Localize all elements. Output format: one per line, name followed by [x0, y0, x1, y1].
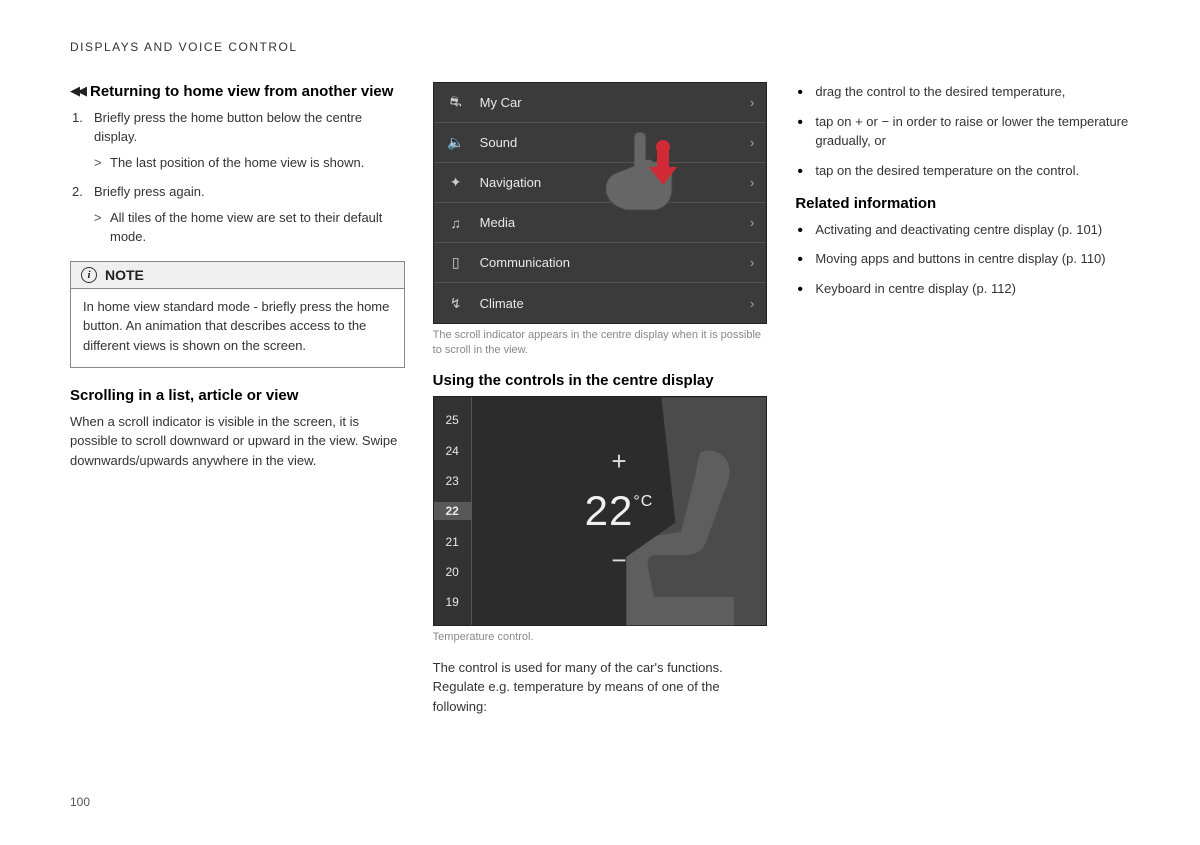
temp-tick: 24 [434, 442, 471, 460]
temp-tick: 20 [434, 563, 471, 581]
list-item: tap on + or − in order to raise or lower… [815, 112, 1130, 151]
screenshot-temperature: 25242322212019 + 22°C − [433, 396, 768, 626]
menu-row-label: Media [480, 215, 515, 230]
menu-row-icon: ⛐ [446, 93, 466, 112]
steps-list: 1. Briefly press the home button below t… [70, 108, 405, 247]
step-number: 2. [72, 182, 83, 202]
menu-row-icon: ♫ [446, 215, 466, 231]
menu-row-label: Navigation [480, 175, 541, 190]
note-header: i NOTE [71, 262, 404, 289]
options-list: drag the control to the desired temperat… [795, 82, 1130, 180]
chevron-right-icon: › [750, 135, 754, 150]
related-list: Activating and deactivating centre displ… [795, 220, 1130, 299]
list-item: tap on the desired temperature on the co… [815, 161, 1130, 181]
menu-row-icon: 🔈 [446, 134, 466, 151]
step-result: All tiles of the home view are set to th… [94, 208, 405, 247]
step-text: Briefly press again. [94, 184, 205, 199]
menu-row: ⛐ My Car › [434, 83, 767, 123]
note-box: i NOTE In home view standard mode - brie… [70, 261, 405, 369]
menu-row-icon: ▯ [446, 254, 466, 271]
menu-row-icon: ✦ [446, 174, 466, 191]
menu-row: ▯ Communication › [434, 243, 767, 283]
paragraph-control: The control is used for many of the car'… [433, 658, 768, 717]
column-2: ⛐ My Car › 🔈 Sound › ✦ Navigation › ♫ Media › ▯ Commu… [433, 82, 768, 728]
red-arrow-icon [646, 139, 680, 187]
step-1: 1. Briefly press the home button below t… [94, 108, 405, 173]
page-number: 100 [70, 795, 90, 809]
chevron-right-icon: › [750, 296, 754, 311]
heading-related: Related information [795, 194, 1130, 214]
temp-unit: °C [633, 493, 653, 510]
menu-row: ✦ Navigation › [434, 163, 767, 203]
note-label: NOTE [105, 267, 144, 283]
paragraph-scrolling: When a scroll indicator is visible in th… [70, 412, 405, 471]
menu-row-label: Sound [480, 135, 518, 150]
note-body: In home view standard mode - briefly pre… [71, 289, 404, 368]
menu-row-label: My Car [480, 95, 522, 110]
menu-row: ↯ Climate › [434, 283, 767, 323]
caption-temp: Temperature control. [433, 630, 768, 645]
menu-row: ♫ Media › [434, 203, 767, 243]
chevron-right-icon: › [750, 95, 754, 110]
list-item: Keyboard in centre display (p. 112) [815, 279, 1130, 299]
menu-row: 🔈 Sound › [434, 123, 767, 163]
chevron-right-icon: › [750, 255, 754, 270]
step-result: The last position of the home view is sh… [94, 153, 405, 173]
temp-main: + 22°C − [472, 397, 767, 625]
page-columns: ◀◀ Returning to home view from another v… [70, 82, 1130, 728]
heading-returning-home: Returning to home view from another view [90, 82, 393, 102]
chevron-right-icon: › [750, 175, 754, 190]
temp-tick: 19 [434, 593, 471, 611]
column-3: drag the control to the desired temperat… [795, 82, 1130, 728]
caption-scroll: The scroll indicator appears in the cent… [433, 328, 768, 359]
temp-value: 22 [585, 487, 634, 534]
section-header: DISPLAYS AND VOICE CONTROL [70, 40, 1130, 54]
step-2: 2. Briefly press again. All tiles of the… [94, 182, 405, 247]
chevron-right-icon: › [750, 215, 754, 230]
screenshot-menu: ⛐ My Car › 🔈 Sound › ✦ Navigation › ♫ Media › ▯ Commu… [433, 82, 768, 324]
list-item: drag the control to the desired temperat… [815, 82, 1130, 102]
menu-row-label: Communication [480, 255, 570, 270]
info-icon: i [81, 267, 97, 283]
temp-tick: 22 [434, 502, 471, 520]
plus-icon: + [611, 446, 626, 477]
menu-row-icon: ↯ [446, 295, 466, 312]
menu-row-label: Climate [480, 296, 524, 311]
list-item: Moving apps and buttons in centre displa… [815, 249, 1130, 269]
temp-tick: 23 [434, 472, 471, 490]
temp-scale: 25 24 23 22 21 20 19 [434, 397, 472, 625]
list-item: Activating and deactivating centre displ… [815, 220, 1130, 240]
column-1: ◀◀ Returning to home view from another v… [70, 82, 405, 728]
temp-tick: 21 [434, 533, 471, 551]
step-number: 1. [72, 108, 83, 128]
heading-controls: Using the controls in the centre display [433, 371, 768, 391]
continuation-marker-icon: ◀◀ [70, 83, 84, 99]
minus-icon: − [611, 545, 626, 576]
temp-reading: 22°C [585, 487, 654, 535]
temp-tick: 25 [434, 411, 471, 429]
heading-scrolling: Scrolling in a list, article or view [70, 386, 405, 406]
step-text: Briefly press the home button below the … [94, 110, 362, 145]
